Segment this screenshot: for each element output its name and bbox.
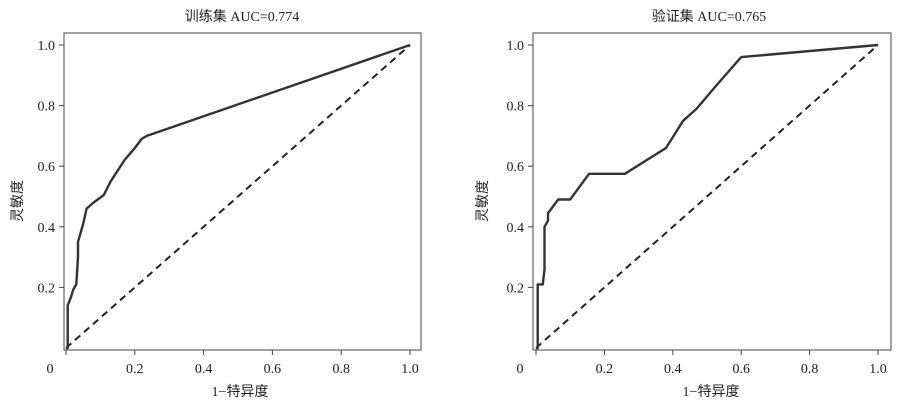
validation-y-tick-label: 1.0 <box>507 39 525 54</box>
validation-y-tick-label: 0.4 <box>507 221 525 236</box>
training-x-tick-label: 1.0 <box>401 362 419 377</box>
training-axis-ticks <box>59 44 411 355</box>
training-x-tick-label: 0.8 <box>332 362 350 377</box>
validation-chance-diagonal <box>535 44 879 349</box>
validation-x-tick-label: 0.6 <box>732 362 750 377</box>
training-y-tick-label: 0.6 <box>38 160 56 175</box>
training-chance-diagonal <box>65 44 411 349</box>
training-x-axis-label: 1−特异度 <box>212 384 269 400</box>
validation-x-tick-label: 0.2 <box>596 362 614 377</box>
training-x-tick-label: 0 <box>47 362 54 377</box>
validation-x-tick-label: 0.4 <box>664 362 682 377</box>
validation-y-tick-label: 0.8 <box>507 100 525 115</box>
validation-chart-title: 验证集 AUC=0.765 <box>652 8 766 25</box>
validation-y-tick-label: 0.6 <box>507 160 525 175</box>
training-x-tick-label: 0.4 <box>195 362 213 377</box>
training-x-tick-label: 0.2 <box>126 362 144 377</box>
training-roc-panel: 训练集 AUC=0.774 1−特异度 灵敏度 0 0.2 0.4 0.6 0.8 1.0… <box>10 8 422 400</box>
validation-x-tick-label: 0 <box>517 362 524 377</box>
training-y-axis-label: 灵敏度 <box>10 180 26 222</box>
validation-x-axis-label: 1−特异度 <box>683 384 740 400</box>
validation-axis-ticks <box>528 44 879 355</box>
validation-roc-curve <box>536 43 879 350</box>
validation-plot-frame <box>532 32 892 351</box>
validation-y-axis-label: 灵敏度 <box>475 180 491 222</box>
validation-y-tick-label: 0.2 <box>507 281 525 296</box>
validation-roc-panel: 验证集 AUC=0.765 1−特异度 灵敏度 0 0.2 0.4 0.6 0.8 1.0… <box>475 8 892 400</box>
training-x-tick-label: 0.6 <box>264 362 282 377</box>
training-y-tick-label: 1.0 <box>38 39 56 54</box>
training-y-tick-label: 0.8 <box>38 100 56 115</box>
training-y-tick-label: 0.2 <box>38 281 56 296</box>
training-chart-title: 训练集 AUC=0.774 <box>185 8 299 25</box>
training-roc-curve <box>66 43 411 350</box>
validation-x-tick-label: 1.0 <box>869 362 887 377</box>
validation-x-tick-label: 0.8 <box>801 362 819 377</box>
training-plot-frame <box>63 32 422 351</box>
training-y-tick-label: 0.4 <box>38 221 56 236</box>
